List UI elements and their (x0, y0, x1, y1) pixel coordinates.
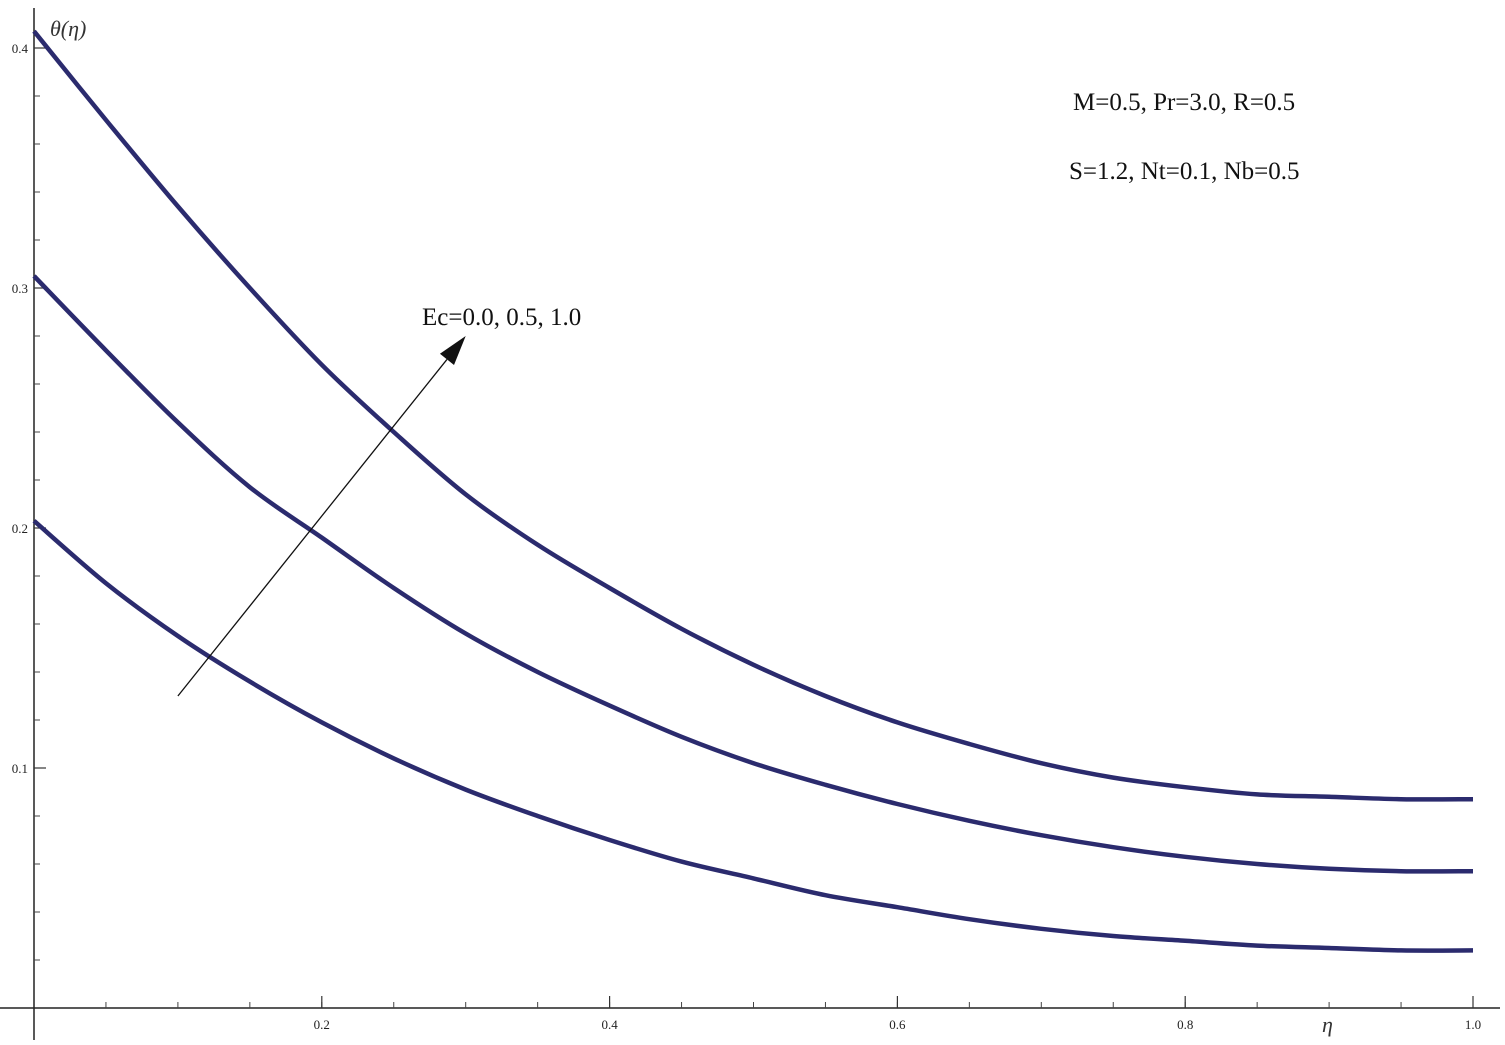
y-tick-label: 0.2 (12, 521, 28, 536)
x-tick-label: 0.6 (889, 1017, 906, 1032)
series-line-1 (32, 519, 1474, 953)
parameter-annotation-1: M=0.5, Pr=3.0, R=0.5 (1073, 89, 1295, 116)
x-tick-label: 0.8 (1177, 1017, 1193, 1032)
y-axis-label: θ(η) (50, 16, 86, 41)
y-tick-label: 0.4 (12, 41, 29, 56)
x-tick-label: 1.0 (1465, 1017, 1481, 1032)
x-axis-label: η (1322, 1012, 1333, 1037)
axes: 0.2 0.4 0.6 0.8 1.0 0.1 0.2 0.3 0.4 (0, 8, 1500, 1040)
annotations: θ(η) η M=0.5, Pr=3.0, R=0.5 S=1.2, Nt=0.… (50, 16, 1333, 1037)
arrow-shaft (177, 359, 448, 697)
y-tick-label: 0.3 (12, 281, 28, 296)
y-tick-label: 0.1 (12, 761, 28, 776)
series-line-2 (32, 274, 1474, 874)
x-tick-label: 0.4 (601, 1017, 618, 1032)
x-tick-label: 0.2 (314, 1017, 330, 1032)
arrow-label: Ec=0.0, 0.5, 1.0 (422, 304, 581, 331)
parameter-annotation-2: S=1.2, Nt=0.1, Nb=0.5 (1069, 158, 1300, 185)
series-line-3 (32, 29, 1474, 802)
arrow-head (439, 336, 466, 366)
series-layer (32, 29, 1474, 953)
